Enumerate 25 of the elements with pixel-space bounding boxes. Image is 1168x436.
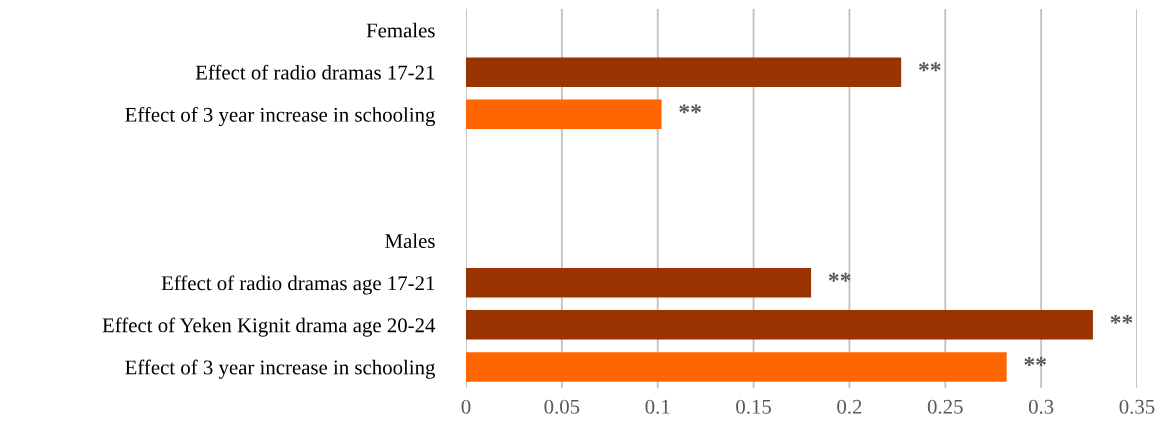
x-tick-label: 0.1 — [645, 399, 670, 414]
bar — [466, 267, 812, 298]
x-tick-label: 0.3 — [1028, 399, 1054, 414]
data-label: ** — [918, 62, 941, 72]
bar — [466, 352, 1007, 382]
bar — [466, 57, 902, 87]
y-tick-label: Effect of radio dramas age 17-21 — [161, 275, 435, 295]
y-tick-label: Effect of 3 year increase in schooling — [125, 359, 436, 379]
y-tick-label: Effect of 3 year increase in schooling — [125, 106, 436, 127]
y-tick-label: Effect of radio dramas 17-21 — [195, 64, 435, 80]
x-tick-label: 0 — [461, 399, 471, 414]
data-label: ** — [679, 104, 701, 114]
x-tick-label: 0.25 — [927, 399, 963, 414]
x-tick-label: 0.15 — [736, 399, 771, 414]
data-label: ** — [828, 272, 851, 282]
x-tick-label: 0.35 — [1119, 399, 1155, 414]
x-tick-label: 0.2 — [837, 399, 862, 414]
y-tick-label: Males — [385, 233, 435, 249]
data-label: ** — [1110, 314, 1133, 324]
x-tick-label: 0.05 — [544, 399, 580, 414]
bar — [466, 99, 662, 130]
bar — [466, 310, 1093, 340]
y-tick-label: Females — [366, 22, 435, 38]
data-label: ** — [1024, 357, 1047, 366]
y-tick-label: Effect of Yeken Kignit drama age 20-24 — [102, 317, 436, 337]
